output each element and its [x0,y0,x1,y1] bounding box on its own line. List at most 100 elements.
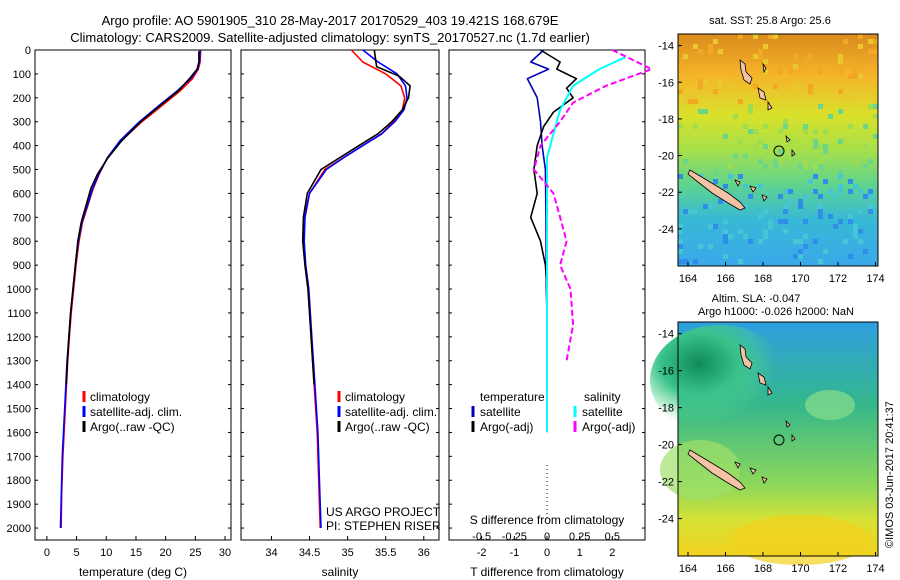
sst-cell [873,39,878,44]
sst-cell [853,74,858,79]
sla-map [650,321,879,565]
sst-cell [783,204,788,209]
lat-tick-label: -22 [658,187,674,199]
sst-cell [713,89,718,94]
sst-cell [843,94,848,99]
sst-cell [683,99,688,104]
lon-tick-label: 166 [716,563,734,575]
s-diff-tick-label: -0.25 [502,531,527,543]
sst-cell [718,199,723,204]
sst-cell [868,39,873,44]
sst-cell [818,204,823,209]
sst-cell [758,184,763,189]
sst-cell [788,189,793,194]
legend-climatology: climatology [90,390,150,404]
new-caledonia-land [687,449,746,491]
depth-tick-label: 1100 [7,308,31,320]
sst-cell [793,84,798,89]
sst-cell [743,204,748,209]
sst-cell [783,119,788,124]
sst-cell [868,49,873,54]
depth-tick-label: 300 [13,117,31,129]
legend-satellite: satellite-adj. clim. [345,405,437,419]
sst-cell [838,169,843,174]
sst-cell [768,34,773,39]
sst-cell [843,239,848,244]
sst-cell [748,104,753,109]
sst-cell [838,109,843,114]
x-tick-label: 34.5 [299,547,320,559]
sst-cell [683,259,688,264]
sst-cell [698,84,703,89]
depth-tick-label: 600 [13,188,31,200]
lat-tick-label: -14 [658,41,674,53]
series-line-argo-raw-qc- [65,51,200,385]
sst-cell [723,219,728,224]
sst-cell [693,94,698,99]
sst-cell [753,129,758,134]
sst-cell [868,204,873,209]
difference-legend: temperature salinity satellite Argo(-adj… [471,390,635,434]
lon-tick-label: 168 [754,273,772,285]
lon-tick-label: 168 [754,563,772,575]
sst-cell [698,79,703,84]
depth-tick-label: 200 [13,93,31,105]
sst-cell [708,204,713,209]
sst-cell [723,239,728,244]
legend-satellite: satellite-adj. clim. [90,405,182,419]
sst-cell [808,179,813,184]
sst-cell [743,184,748,189]
sst-cell [813,174,818,179]
legend-sal-argo: Argo(-adj) [582,420,635,434]
sst-cell [803,219,808,224]
sst-cell [873,49,878,54]
sst-cell [758,159,763,164]
sst-cell [818,69,823,74]
sst-cell [788,64,793,69]
sst-cell [693,259,698,264]
sst-cell [838,54,843,59]
sst-cell [873,154,878,159]
sst-cell [713,39,718,44]
sst-cell [858,189,863,194]
x-tick-label: 36 [418,547,430,559]
s-diff-tick-label: 0.5 [605,531,620,543]
sst-cell [698,49,703,54]
sst-cell [723,229,728,234]
sst-cell [753,54,758,59]
series-line-salinity-satellite [546,56,626,433]
sst-cell [873,134,878,139]
sst-cell [798,199,803,204]
lat-tick-label: -24 [658,224,674,236]
lat-tick-label: -24 [658,514,674,526]
legend-climatology: climatology [345,390,405,404]
s-diff-tick-label: 0.25 [569,531,590,543]
sla-map-title-2: Argo h1000: -0.026 h2000: NaN [698,306,854,318]
sst-cell [818,144,823,149]
sst-cell [773,164,778,169]
sst-cell [723,184,728,189]
sst-cell [763,99,768,104]
sst-cell [853,229,858,234]
sst-cell [823,149,828,154]
depth-tick-label: 1200 [7,332,31,344]
sst-cell [873,104,878,109]
sst-cell [718,49,723,54]
sst-cell [683,54,688,59]
sst-cell [818,259,823,264]
sst-cell [813,164,818,169]
sst-cell [848,189,853,194]
sst-cell [763,144,768,149]
sst-cell [853,234,858,239]
sst-cell [853,69,858,74]
sst-cell [863,194,868,199]
sst-cell [823,179,828,184]
sst-cell [728,174,733,179]
x-tick-label: 30 [219,547,231,559]
x-tick-label: 10 [100,547,112,559]
series-line-argo-raw-qc- [301,49,411,385]
sst-cell [783,124,788,129]
sst-cell [798,239,803,244]
legend-argo: Argo(..raw -QC) [345,420,430,434]
